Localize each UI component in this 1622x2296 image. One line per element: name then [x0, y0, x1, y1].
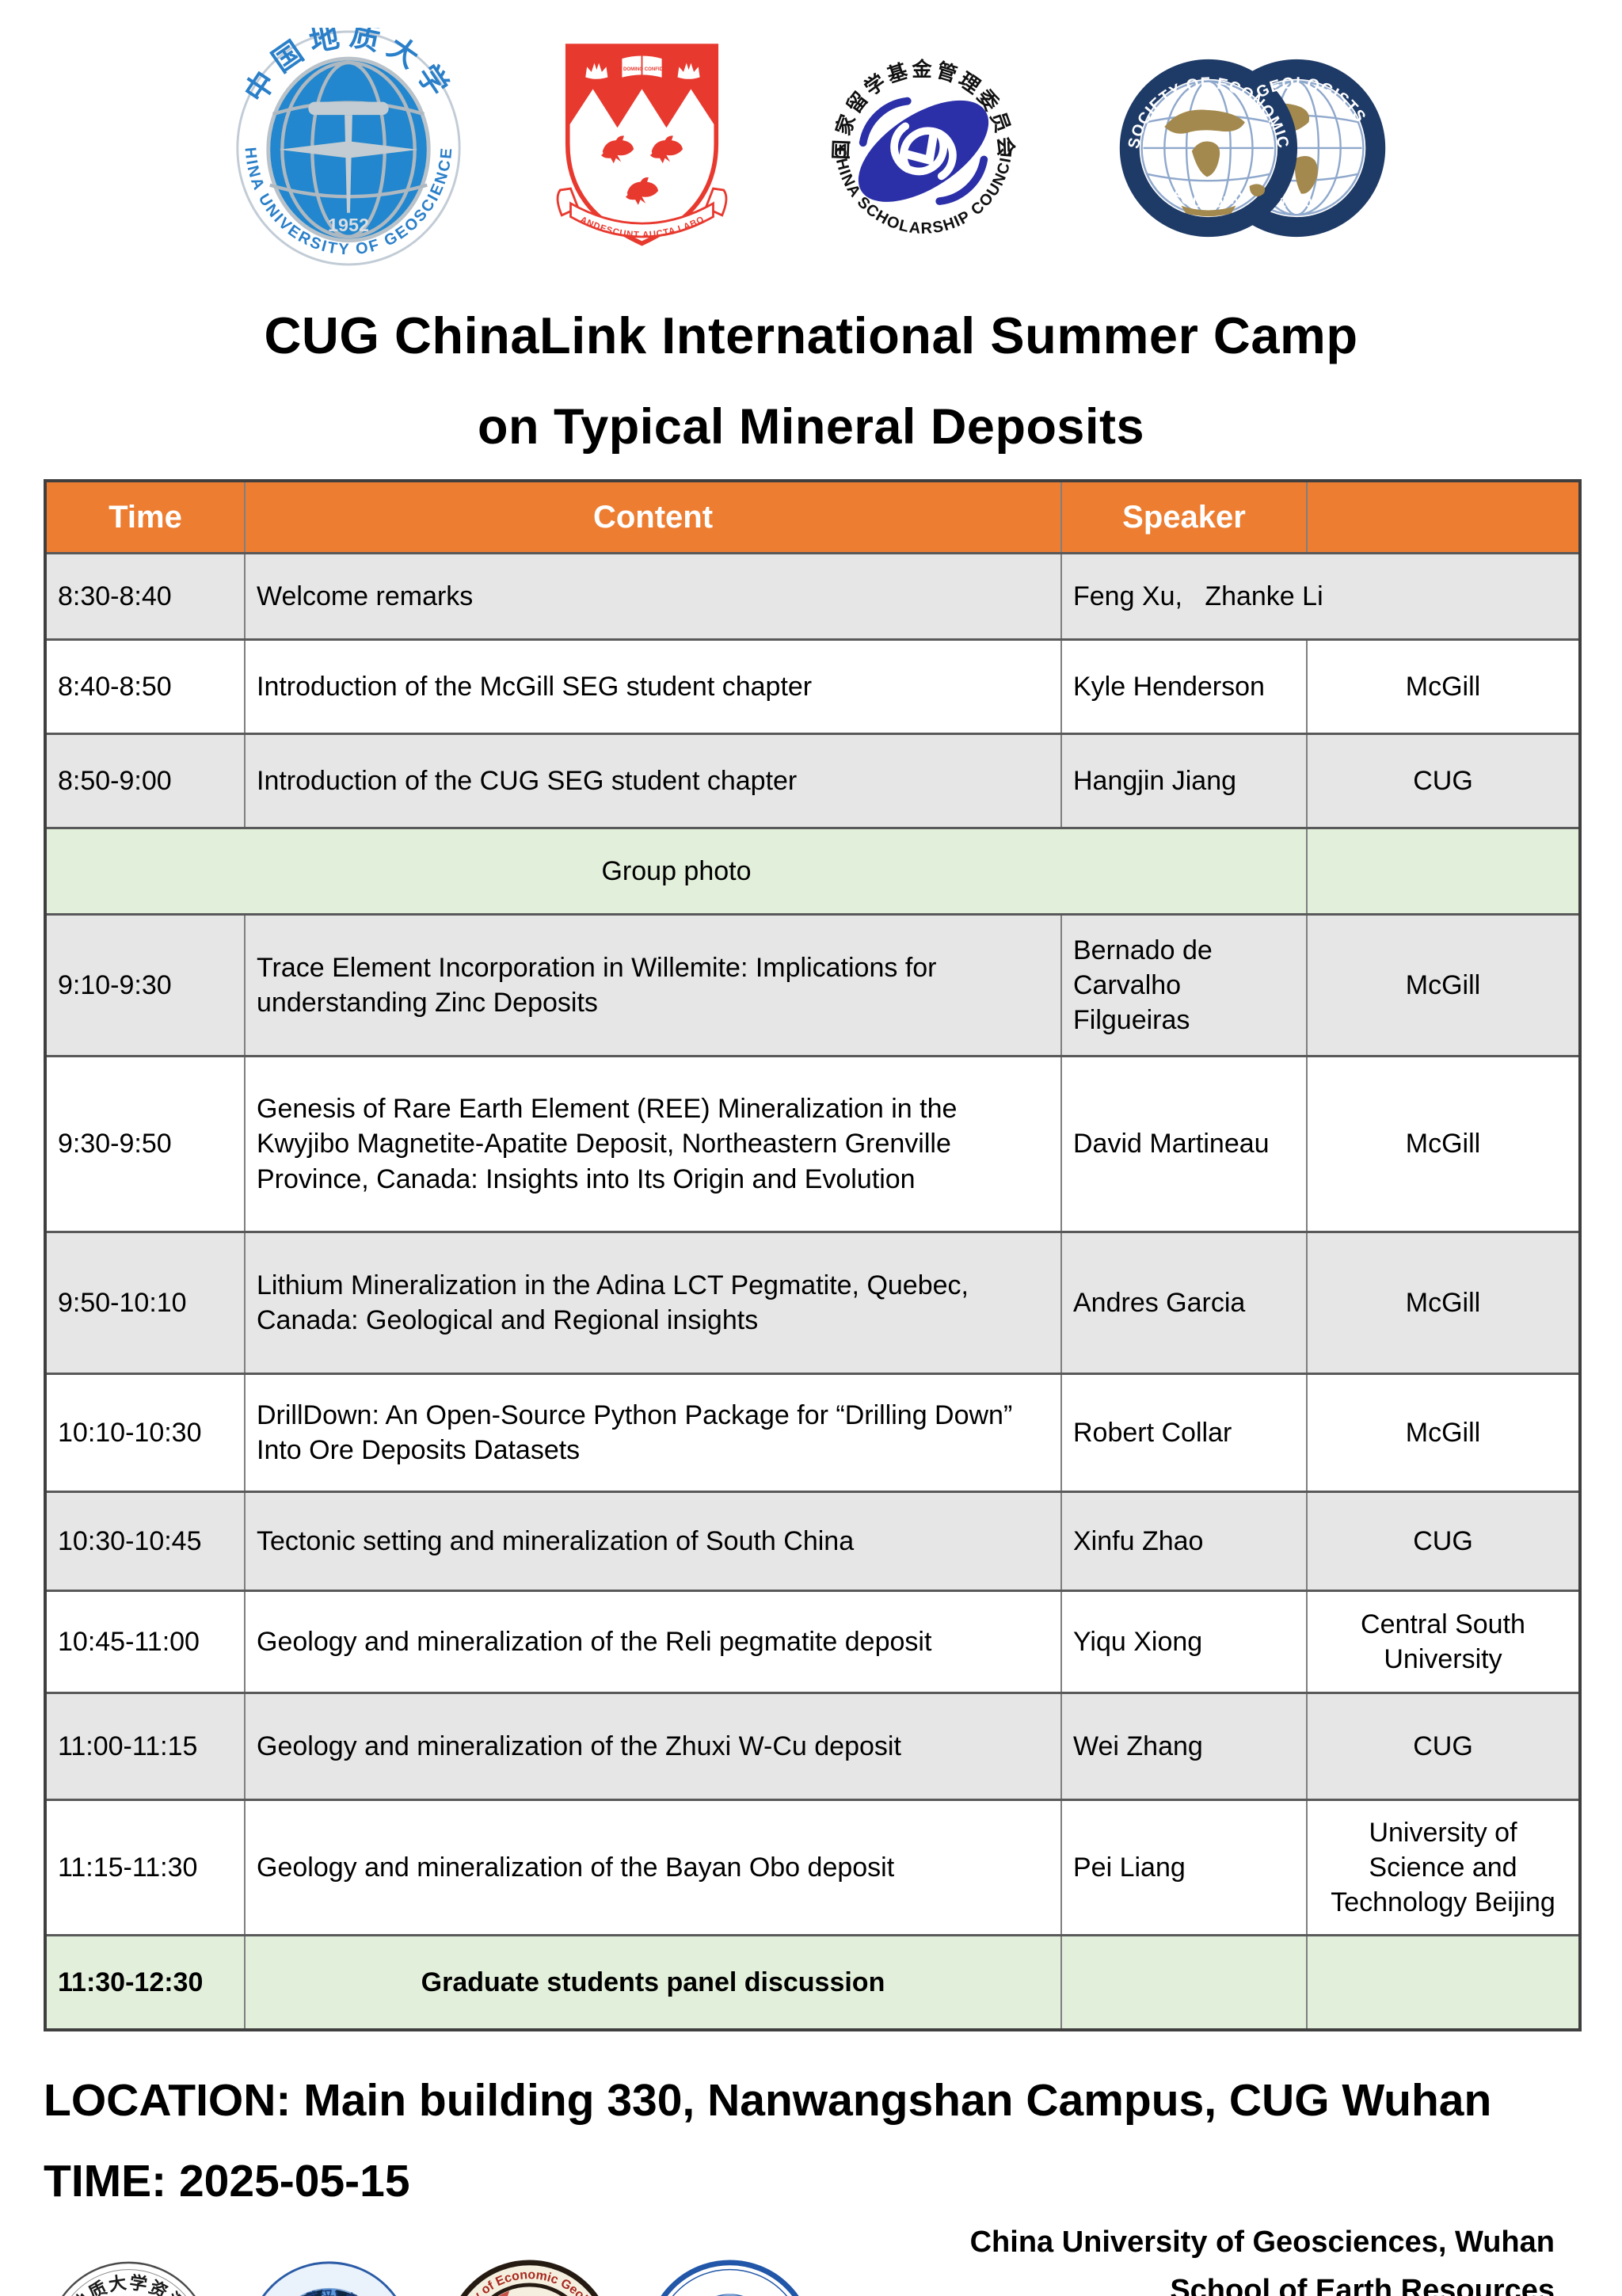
china-scholarship-council-logo-icon: 国家留学基金管理委员会 · CHINA SCHOLARSHIP COUNCIL … [820, 44, 1015, 238]
cug-seg-chapter-logo-icon: 2017 CHINA UNIVERSITY OF GEOSCIENCES SEG… [645, 2260, 799, 2296]
credit-line: China University of Geosciences, Wuhan [969, 2226, 1555, 2259]
table-row: 9:50-10:10 Lithium Mineralization in the … [44, 1231, 1581, 1375]
schedule-table: Time Content Speaker 8:30-8:40 Welcome re… [44, 479, 1582, 2031]
col-header-speaker: Speaker [1060, 479, 1308, 554]
table-header-row: Time Content Speaker [44, 479, 1581, 554]
affiliation-cell: McGill [1306, 638, 1581, 735]
svg-text:IN DOMINO CONFIDO: IN DOMINO CONFIDO [617, 67, 667, 72]
affiliation-cell: McGill [1306, 1231, 1581, 1375]
time-cell: 9:10-9:30 [44, 913, 246, 1057]
affiliation-cell [1306, 1934, 1581, 2031]
speaker-cell: Feng Xu, Zhanke Li [1060, 552, 1581, 641]
speaker-cell: Andres Garcia [1060, 1231, 1308, 1375]
col-header-content: Content [244, 479, 1062, 554]
credit-line: School of Earth Resources [1170, 2274, 1555, 2296]
time-cell: 8:30-8:40 [44, 552, 246, 641]
affiliation-cell: CUG [1306, 733, 1581, 829]
affiliation-cell: McGill [1306, 913, 1581, 1057]
content-cell: Geology and mineralization of the Reli p… [244, 1590, 1062, 1694]
speaker-cell: Robert Collar [1060, 1373, 1308, 1493]
table-row: 10:45-11:00 Geology and mineralization of… [44, 1590, 1581, 1694]
time-cell: 11:15-11:30 [44, 1799, 246, 1936]
speaker-cell: Wei Zhang [1060, 1692, 1308, 1801]
affiliation-cell [1306, 827, 1581, 916]
organizer-credits: China University of Geosciences, Wuhan S… [814, 2218, 1555, 2296]
cug-founding-year: 1952 [328, 215, 369, 235]
page-title-line1: CUG ChinaLink International Summer Camp [264, 307, 1358, 364]
time-cell: 9:50-10:10 [44, 1231, 246, 1375]
content-cell: DrillDown: An Open-Source Python Package… [244, 1373, 1062, 1493]
content-cell: Geology and mineralization of the Bayan … [244, 1799, 1062, 1936]
speaker-cell: Xinfu Zhao [1060, 1491, 1308, 1592]
seg-mcgill-chapter-logo-icon: Society of Economic Geologists McGill · … [445, 2260, 608, 2296]
content-cell: Genesis of Rare Earth Element (REE) Mine… [244, 1055, 1062, 1233]
speaker-cell: Bernado de Carvalho Filgueiras [1060, 913, 1308, 1057]
cug-university-logo-icon: 1952 中国地质大学 CHINA UNIVERSITY OF GEOSCIEN… [233, 28, 461, 266]
content-cell: Introduction of the CUG SEG student chap… [244, 733, 1062, 829]
content-cell: Tectonic setting and mineralization of S… [244, 1491, 1062, 1592]
table-row: 11:15-11:30 Geology and mineralization of… [44, 1799, 1581, 1936]
content-cell: Graduate students panel discussion [244, 1934, 1062, 2031]
speaker-cell: Pei Liang [1060, 1799, 1308, 1936]
elite-engineers-college-logo-icon: 中国地质大学(武汉) 卓越工程师学院 The College of Elite … [245, 2260, 406, 2296]
table-row: 8:30-8:40 Welcome remarks Feng Xu, Zhanke … [44, 552, 1581, 641]
header-logos: 1952 中国地质大学 CHINA UNIVERSITY OF GEOSCIEN… [0, 0, 1622, 268]
content-cell: Lithium Mineralization in the Adina LCT … [244, 1231, 1062, 1375]
speaker-cell: Kyle Henderson [1060, 638, 1308, 735]
affiliation-cell: University of Science and Technology Bei… [1306, 1799, 1581, 1936]
table-row: 11:30-12:30 Graduate students panel discu… [44, 1934, 1581, 2031]
time-cell: 11:30-12:30 [44, 1934, 246, 2031]
speaker-cell: Yiqu Xiong [1060, 1590, 1308, 1694]
time-cell: 10:45-11:00 [44, 1590, 246, 1694]
table-row: 8:40-8:50 Introduction of the McGill SEG … [44, 638, 1581, 735]
svg-text:1920: 1920 [1278, 193, 1315, 211]
content-cell: Geology and mineralization of the Zhuxi … [244, 1692, 1062, 1801]
time-cell: 10:10-10:30 [44, 1373, 246, 1493]
page-title-line2: on Typical Mineral Deposits [477, 399, 1144, 455]
table-row: 9:10-9:30 Trace Element Incorporation in … [44, 913, 1581, 1057]
footer-section: 1952 中国地质大学资源学院 School of Earth Resource… [0, 2215, 1622, 2296]
table-row: 9:30-9:50 Genesis of Rare Earth Element (… [44, 1055, 1581, 1233]
table-row: Group photo [44, 827, 1581, 916]
speaker-cell: David Martineau [1060, 1055, 1308, 1233]
content-cell: Welcome remarks [244, 552, 1062, 641]
table-row: 11:00-11:15 Geology and mineralization of… [44, 1692, 1581, 1801]
speaker-cell: Hangjin Jiang [1060, 733, 1308, 829]
mcgill-crest-icon: IN DOMINO CONFIDO GRANDESCUNT AUCTA LABO… [553, 31, 728, 246]
earth-resources-school-logo-icon: 1952 中国地质大学资源学院 School of Earth Resource… [44, 2260, 206, 2296]
table-row: 10:10-10:30 DrillDown: An Open-Source Pyt… [44, 1373, 1581, 1493]
table-row: 8:50-9:00 Introduction of the CUG SEG stu… [44, 733, 1581, 829]
schedule-body: 8:30-8:40 Welcome remarks Feng Xu, Zhanke … [44, 552, 1581, 2031]
affiliation-cell: Central South University [1306, 1590, 1581, 1694]
affiliation-cell: McGill [1306, 1055, 1581, 1233]
col-header-affiliation [1306, 479, 1581, 554]
time-cell: 8:50-9:00 [44, 733, 246, 829]
affiliation-cell: CUG [1306, 1692, 1581, 1801]
location-text: LOCATION: Main building 330, Nanwangshan… [44, 2075, 1492, 2126]
speaker-cell [1060, 1934, 1308, 2031]
date-text: TIME: 2025-05-15 [44, 2156, 410, 2207]
col-header-time: Time [44, 479, 246, 554]
content-cell: Trace Element Incorporation in Willemite… [244, 913, 1062, 1057]
affiliation-cell: McGill [1306, 1373, 1581, 1493]
table-row: 10:30-10:45 Tectonic setting and minerali… [44, 1491, 1581, 1592]
time-cell: 9:30-9:50 [44, 1055, 246, 1233]
time-cell: 11:00-11:15 [44, 1692, 246, 1801]
affiliation-cell: CUG [1306, 1491, 1581, 1592]
time-cell: 10:30-10:45 [44, 1491, 246, 1592]
footer-logos: 1952 中国地质大学资源学院 School of Earth Resource… [44, 2260, 814, 2296]
content-cell: Introduction of the McGill SEG student c… [244, 638, 1062, 735]
time-cell: 8:40-8:50 [44, 638, 246, 735]
merged-activity-cell: Group photo [44, 827, 1308, 916]
seg-society-logo-icon: SOCIETY OF ECONOMIC GEOLOGISTS FOUNDED 1… [1119, 59, 1386, 238]
